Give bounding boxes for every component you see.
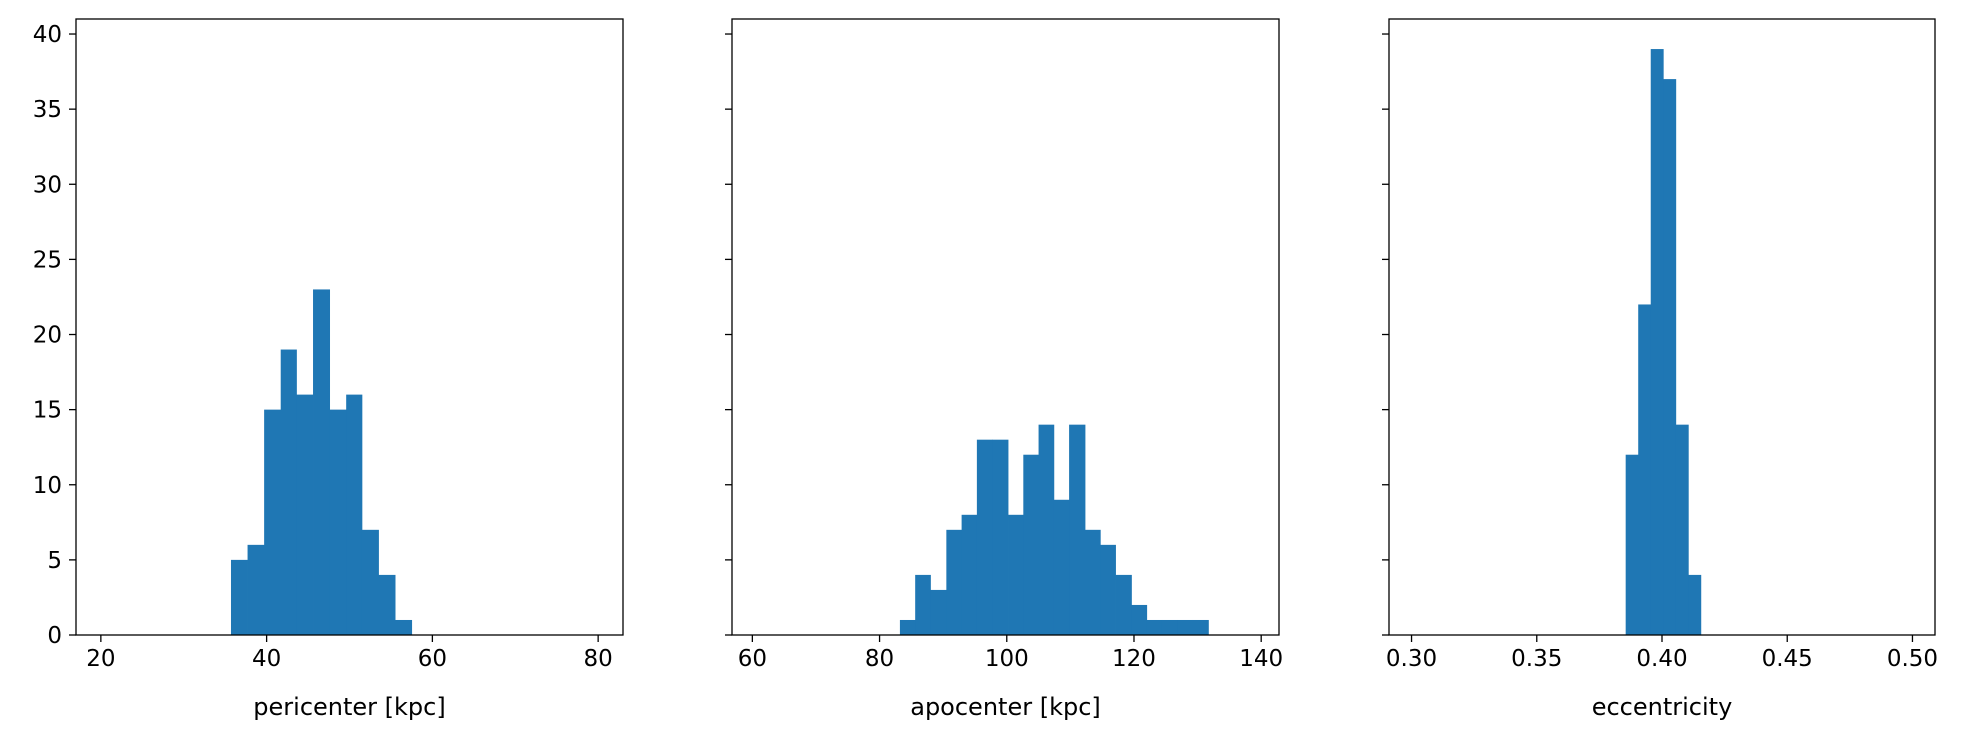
pericenter-x-tick-label: 40 — [252, 646, 281, 672]
eccentricity-x-tick-label: 0.35 — [1511, 646, 1562, 672]
apocenter-bar — [1115, 574, 1132, 635]
pericenter-x-axis-label: pericenter [kpc] — [253, 693, 445, 721]
pericenter-x-tick-label: 20 — [86, 646, 115, 672]
eccentricity-x-tick-label: 0.50 — [1887, 646, 1938, 672]
pericenter-axes-frame — [75, 18, 624, 636]
apocenter-bar — [1053, 499, 1070, 635]
apocenter-bar — [1177, 619, 1193, 635]
pericenter-bar — [296, 394, 314, 635]
apocenter-bar — [1038, 424, 1055, 635]
pericenter-y-tick-label: 20 — [33, 323, 62, 349]
apocenter-bar — [1100, 544, 1116, 635]
pericenter-y-tick-label: 25 — [33, 247, 62, 273]
eccentricity-histogram-panel: 0.30 0.35 0.40 0.45 0.50 eccentricity — [1382, 18, 1938, 721]
eccentricity-x-tick-label: 0.30 — [1386, 646, 1437, 672]
apocenter-bar — [992, 439, 1009, 635]
pericenter-x-tick-label: 80 — [583, 646, 612, 672]
apocenter-bar — [930, 589, 947, 635]
apocenter-bar — [915, 574, 931, 635]
apocenter-bar — [946, 529, 963, 635]
eccentricity-bar — [1625, 454, 1639, 635]
pericenter-bar — [346, 394, 363, 635]
apocenter-bar — [1192, 619, 1209, 635]
pericenter-bar — [378, 574, 396, 635]
eccentricity-bar — [1638, 304, 1652, 635]
pericenter-y-tick-label: 40 — [33, 22, 62, 48]
apocenter-bar — [899, 619, 916, 635]
eccentricity-x-tick-label: 0.40 — [1636, 646, 1687, 672]
apocenter-x-axis-label: apocenter [kpc] — [910, 693, 1101, 721]
apocenter-bar — [1069, 424, 1086, 635]
pericenter-y-tick-label: 30 — [33, 172, 62, 198]
pericenter-bar — [313, 289, 331, 635]
pericenter-y-tick-label: 10 — [33, 473, 62, 499]
apocenter-bar — [1085, 529, 1101, 635]
apocenter-x-tick-label: 60 — [738, 646, 767, 672]
pericenter-y-tick-label: 0 — [47, 623, 62, 649]
apocenter-bar — [1161, 619, 1178, 635]
apocenter-x-tick-label: 80 — [865, 646, 894, 672]
pericenter-bar — [264, 409, 282, 635]
eccentricity-bar — [1688, 574, 1702, 635]
pericenter-bar — [247, 544, 265, 635]
pericenter-x-tick-label: 60 — [418, 646, 447, 672]
apocenter-x-tick-label: 140 — [1239, 646, 1283, 672]
apocenter-bar — [1131, 604, 1148, 635]
eccentricity-x-axis-label: eccentricity — [1592, 693, 1733, 721]
pericenter-bar — [329, 409, 347, 635]
pericenter-bar — [395, 619, 413, 635]
apocenter-bar — [1146, 619, 1163, 635]
apocenter-bar — [976, 439, 993, 635]
eccentricity-bar — [1675, 424, 1689, 635]
apocenter-axes-frame — [731, 18, 1280, 636]
eccentricity-x-tick-label: 0.45 — [1762, 646, 1813, 672]
apocenter-histogram-panel: 60 80 100 120 140 apocenter [kpc] — [725, 18, 1283, 721]
apocenter-bar — [1008, 514, 1024, 635]
pericenter-bar — [280, 349, 297, 635]
eccentricity-bar — [1663, 79, 1677, 636]
pericenter-bar — [361, 529, 379, 635]
apocenter-x-tick-label: 120 — [1112, 646, 1156, 672]
apocenter-bar — [1023, 454, 1039, 635]
eccentricity-bar — [1650, 49, 1664, 636]
apocenter-x-tick-label: 100 — [985, 646, 1029, 672]
pericenter-bar — [230, 559, 248, 635]
pericenter-y-tick-label: 5 — [47, 548, 62, 574]
apocenter-bar — [961, 514, 978, 635]
pericenter-y-tick-label: 35 — [33, 97, 62, 123]
pericenter-histogram-panel: 20 40 60 80 0 5 10 15 20 25 30 35 40 pericenter [kpc] — [33, 18, 624, 721]
pericenter-y-tick-label: 15 — [33, 398, 62, 424]
